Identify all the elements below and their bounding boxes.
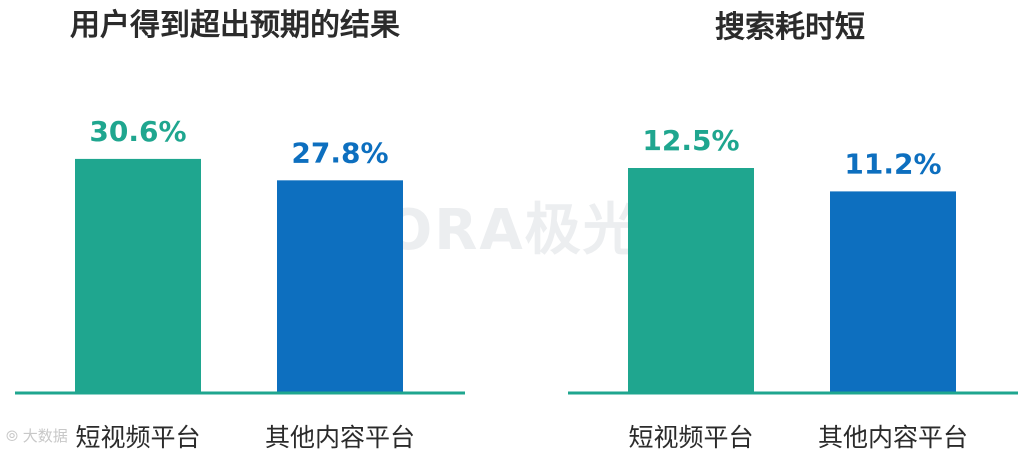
category-label: 其他内容平台: [265, 423, 415, 452]
category-label: 其他内容平台: [818, 423, 968, 452]
category-label: 短视频平台: [628, 423, 753, 452]
corner-logo: ⦾ 大数据: [6, 427, 68, 445]
chart-title: 搜索耗时短: [715, 10, 865, 45]
data-label: 30.6%: [89, 115, 186, 148]
data-label: 12.5%: [642, 124, 739, 157]
corner-logo-text: 大数据: [22, 427, 68, 445]
bar-other-platform: [277, 180, 403, 393]
bar-other-platform: [830, 191, 956, 393]
chart-title: 用户得到超出预期的结果: [70, 8, 400, 43]
data-label: 11.2%: [844, 147, 941, 180]
bar-short-video: [75, 158, 201, 393]
data-label: 27.8%: [291, 136, 388, 169]
category-label: 短视频平台: [75, 423, 200, 452]
bar-short-video: [628, 168, 754, 393]
